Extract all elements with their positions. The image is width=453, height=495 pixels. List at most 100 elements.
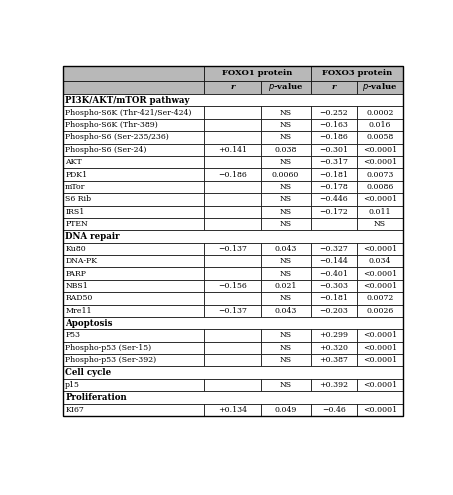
Bar bbox=[63, 366, 403, 379]
Bar bbox=[63, 317, 403, 329]
Text: −0.178: −0.178 bbox=[319, 183, 348, 191]
Text: Phospho-p53 (Ser-392): Phospho-p53 (Ser-392) bbox=[65, 356, 156, 364]
Text: 0.016: 0.016 bbox=[369, 121, 391, 129]
Bar bbox=[310, 354, 357, 366]
Text: mTor: mTor bbox=[65, 183, 86, 191]
Text: Phospho-S6 (Ser-235/236): Phospho-S6 (Ser-235/236) bbox=[65, 134, 169, 142]
Bar bbox=[310, 292, 357, 304]
Text: PDK1: PDK1 bbox=[65, 171, 87, 179]
Text: 0.034: 0.034 bbox=[369, 257, 391, 265]
Text: <0.0001: <0.0001 bbox=[363, 344, 397, 352]
Text: Cell cycle: Cell cycle bbox=[65, 368, 111, 377]
Bar bbox=[204, 156, 261, 168]
Bar bbox=[310, 65, 403, 81]
Bar bbox=[261, 304, 310, 317]
Bar bbox=[204, 131, 261, 144]
Bar bbox=[310, 81, 357, 94]
Bar bbox=[357, 304, 403, 317]
Bar bbox=[357, 156, 403, 168]
Text: +0.134: +0.134 bbox=[218, 406, 247, 414]
Text: −0.301: −0.301 bbox=[319, 146, 348, 154]
Bar bbox=[63, 280, 204, 292]
Bar bbox=[261, 342, 310, 354]
Bar bbox=[63, 181, 204, 193]
Bar bbox=[63, 292, 204, 304]
Text: −0.186: −0.186 bbox=[218, 171, 247, 179]
Text: +0.141: +0.141 bbox=[218, 146, 247, 154]
Bar bbox=[63, 106, 204, 119]
Bar bbox=[261, 181, 310, 193]
Text: −0.46: −0.46 bbox=[322, 406, 346, 414]
Bar bbox=[204, 193, 261, 205]
Text: NS: NS bbox=[280, 134, 292, 142]
Bar bbox=[204, 243, 261, 255]
Text: PI3K/AKT/mTOR pathway: PI3K/AKT/mTOR pathway bbox=[65, 96, 190, 105]
Text: PTEN: PTEN bbox=[65, 220, 88, 228]
Text: NS: NS bbox=[280, 158, 292, 166]
Text: NS: NS bbox=[374, 220, 386, 228]
Bar bbox=[261, 119, 310, 131]
Text: FOXO1 protein: FOXO1 protein bbox=[222, 69, 293, 77]
Text: 0.043: 0.043 bbox=[275, 307, 297, 315]
Text: −0.137: −0.137 bbox=[218, 307, 247, 315]
Bar bbox=[357, 193, 403, 205]
Bar bbox=[261, 81, 310, 94]
Bar bbox=[310, 181, 357, 193]
Bar bbox=[310, 304, 357, 317]
Text: NS: NS bbox=[280, 332, 292, 340]
Text: +0.320: +0.320 bbox=[319, 344, 348, 352]
Bar bbox=[63, 391, 403, 403]
Bar bbox=[261, 205, 310, 218]
Text: −0.137: −0.137 bbox=[218, 245, 247, 253]
Bar bbox=[261, 280, 310, 292]
Text: P53: P53 bbox=[65, 332, 80, 340]
Text: −0.446: −0.446 bbox=[319, 196, 348, 203]
Text: Phospho-S6K (Thr-421/Ser-424): Phospho-S6K (Thr-421/Ser-424) bbox=[65, 109, 192, 117]
Bar bbox=[357, 329, 403, 342]
Bar bbox=[63, 131, 204, 144]
Bar bbox=[357, 106, 403, 119]
Bar bbox=[357, 131, 403, 144]
Text: −0.252: −0.252 bbox=[319, 109, 348, 117]
Bar bbox=[63, 243, 204, 255]
Bar bbox=[357, 267, 403, 280]
Text: NS: NS bbox=[280, 196, 292, 203]
Text: <0.0001: <0.0001 bbox=[363, 158, 397, 166]
Bar bbox=[310, 106, 357, 119]
Text: $p$-value: $p$-value bbox=[362, 82, 398, 94]
Text: r: r bbox=[332, 84, 336, 92]
Bar bbox=[204, 218, 261, 230]
Bar bbox=[261, 193, 310, 205]
Text: 0.043: 0.043 bbox=[275, 245, 297, 253]
Text: NS: NS bbox=[280, 220, 292, 228]
Text: NBS1: NBS1 bbox=[65, 282, 88, 290]
Bar bbox=[310, 218, 357, 230]
Bar bbox=[63, 354, 204, 366]
Bar bbox=[357, 181, 403, 193]
Bar bbox=[310, 267, 357, 280]
Text: −0.317: −0.317 bbox=[319, 158, 348, 166]
Text: NS: NS bbox=[280, 381, 292, 389]
Text: <0.0001: <0.0001 bbox=[363, 196, 397, 203]
Text: −0.203: −0.203 bbox=[319, 307, 348, 315]
Bar bbox=[357, 292, 403, 304]
Bar bbox=[310, 342, 357, 354]
Text: −0.186: −0.186 bbox=[319, 134, 348, 142]
Bar bbox=[204, 280, 261, 292]
Text: AKT: AKT bbox=[65, 158, 82, 166]
Text: 0.0026: 0.0026 bbox=[366, 307, 394, 315]
Bar bbox=[357, 81, 403, 94]
Bar bbox=[310, 168, 357, 181]
Bar bbox=[204, 106, 261, 119]
Text: p15: p15 bbox=[65, 381, 80, 389]
Text: NS: NS bbox=[280, 356, 292, 364]
Bar bbox=[63, 156, 204, 168]
Text: DNA-PK: DNA-PK bbox=[65, 257, 97, 265]
Bar bbox=[204, 65, 310, 81]
Bar bbox=[204, 379, 261, 391]
Bar bbox=[63, 403, 204, 416]
Bar bbox=[310, 280, 357, 292]
Bar bbox=[204, 329, 261, 342]
Text: <0.0001: <0.0001 bbox=[363, 332, 397, 340]
Bar bbox=[204, 181, 261, 193]
